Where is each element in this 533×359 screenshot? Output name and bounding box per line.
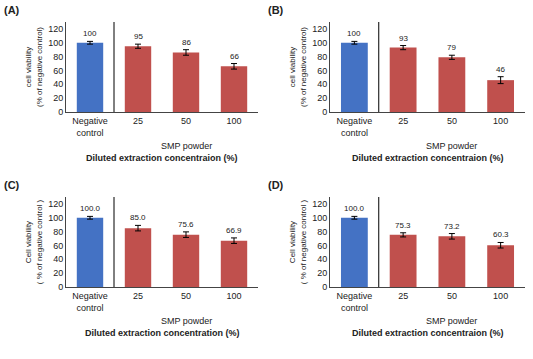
svg-text:40: 40 bbox=[53, 254, 63, 264]
svg-text:(C): (C) bbox=[4, 179, 20, 191]
svg-text:80: 80 bbox=[53, 52, 63, 62]
svg-text:Cell viability( % of negative: Cell viability( % of negative control ) bbox=[288, 199, 307, 284]
svg-text:Negativecontrol: Negativecontrol bbox=[337, 116, 373, 138]
svg-text:100: 100 bbox=[83, 29, 97, 38]
svg-text:60: 60 bbox=[53, 241, 63, 251]
svg-text:20: 20 bbox=[317, 93, 327, 103]
svg-text:Diluted extraction concentraio: Diluted extraction concentraion (%) bbox=[352, 153, 504, 163]
svg-text:100: 100 bbox=[493, 116, 508, 126]
svg-text:100: 100 bbox=[226, 291, 241, 301]
svg-text:60.3: 60.3 bbox=[493, 230, 509, 239]
svg-text:50: 50 bbox=[181, 291, 191, 301]
svg-text:100: 100 bbox=[312, 38, 327, 48]
svg-text:85.0: 85.0 bbox=[130, 213, 146, 222]
svg-text:Diluted extraction concentraio: Diluted extraction concentraion (%) bbox=[352, 328, 504, 338]
svg-text:50: 50 bbox=[447, 291, 457, 301]
svg-text:60: 60 bbox=[53, 66, 63, 76]
svg-text:Negativecontrol: Negativecontrol bbox=[72, 291, 108, 313]
svg-text:100.0: 100.0 bbox=[344, 204, 365, 213]
svg-text:100: 100 bbox=[347, 29, 361, 38]
svg-text:93: 93 bbox=[399, 34, 408, 43]
svg-text:Negativecontrol: Negativecontrol bbox=[72, 116, 108, 138]
svg-text:cell viability(% of negative c: cell viability(% of negative control) bbox=[288, 27, 307, 107]
svg-text:40: 40 bbox=[53, 79, 63, 89]
svg-text:80: 80 bbox=[53, 227, 63, 237]
svg-text:46: 46 bbox=[496, 65, 505, 74]
svg-text:60: 60 bbox=[317, 66, 327, 76]
svg-text:66.9: 66.9 bbox=[226, 226, 242, 235]
svg-text:40: 40 bbox=[317, 79, 327, 89]
svg-text:Diluted extraction concentraio: Diluted extraction concentraion (%) bbox=[86, 153, 238, 163]
svg-text:80: 80 bbox=[317, 52, 327, 62]
svg-text:86: 86 bbox=[182, 38, 191, 47]
svg-text:25: 25 bbox=[133, 116, 143, 126]
svg-text:(D): (D) bbox=[268, 179, 284, 191]
svg-text:Negativecontrol: Negativecontrol bbox=[337, 291, 373, 313]
svg-text:79: 79 bbox=[447, 43, 456, 52]
svg-text:100.0: 100.0 bbox=[80, 204, 101, 213]
svg-text:20: 20 bbox=[53, 268, 63, 278]
svg-text:SMP powder: SMP powder bbox=[161, 316, 212, 326]
svg-text:120: 120 bbox=[48, 199, 63, 209]
svg-text:66: 66 bbox=[230, 52, 239, 61]
svg-text:0: 0 bbox=[58, 282, 63, 292]
svg-text:100: 100 bbox=[226, 116, 241, 126]
svg-text:SMP powder: SMP powder bbox=[161, 141, 212, 151]
svg-text:100: 100 bbox=[48, 213, 63, 223]
svg-text:60: 60 bbox=[317, 241, 327, 251]
svg-text:50: 50 bbox=[447, 116, 457, 126]
svg-text:(B): (B) bbox=[268, 4, 284, 16]
svg-text:SMP powder: SMP powder bbox=[426, 316, 477, 326]
svg-text:120: 120 bbox=[312, 24, 327, 34]
svg-text:120: 120 bbox=[312, 199, 327, 209]
svg-text:25: 25 bbox=[398, 116, 408, 126]
svg-text:0: 0 bbox=[322, 107, 327, 117]
svg-text:75.6: 75.6 bbox=[178, 220, 194, 229]
svg-text:0: 0 bbox=[58, 107, 63, 117]
svg-text:20: 20 bbox=[53, 93, 63, 103]
svg-text:20: 20 bbox=[317, 268, 327, 278]
svg-text:50: 50 bbox=[181, 116, 191, 126]
svg-text:cell viability(% of negative c: cell viability(% of negative control) bbox=[24, 27, 43, 107]
svg-text:95: 95 bbox=[134, 32, 143, 41]
svg-text:100: 100 bbox=[312, 213, 327, 223]
svg-text:Diluted extraction concentrati: Diluted extraction concentration (%) bbox=[85, 328, 240, 338]
svg-text:SMP powder: SMP powder bbox=[426, 141, 477, 151]
svg-text:(A): (A) bbox=[4, 4, 20, 16]
svg-text:40: 40 bbox=[317, 254, 327, 264]
svg-text:80: 80 bbox=[317, 227, 327, 237]
svg-text:Cell viability( % of negative: Cell viability( % of negative control ) bbox=[24, 199, 43, 284]
svg-text:73.2: 73.2 bbox=[444, 222, 460, 231]
svg-text:120: 120 bbox=[48, 24, 63, 34]
svg-text:100: 100 bbox=[493, 291, 508, 301]
svg-text:100: 100 bbox=[48, 38, 63, 48]
svg-text:25: 25 bbox=[133, 291, 143, 301]
svg-text:0: 0 bbox=[322, 282, 327, 292]
svg-text:75.3: 75.3 bbox=[395, 221, 411, 230]
svg-text:25: 25 bbox=[398, 291, 408, 301]
